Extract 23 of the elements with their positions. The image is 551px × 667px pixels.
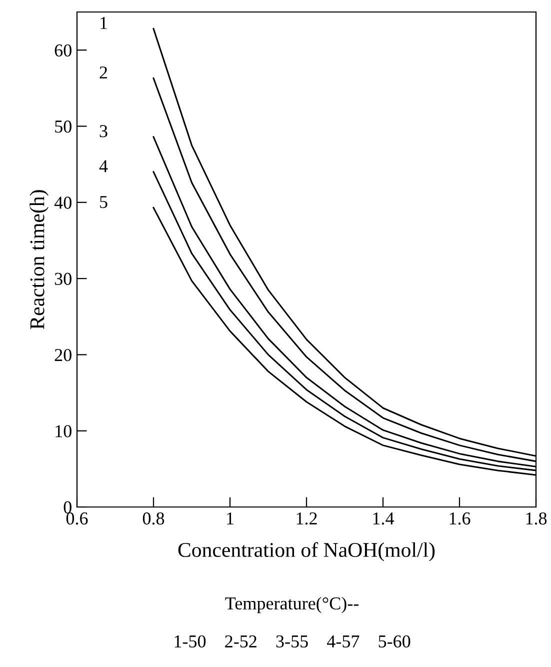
text: 1-50 2-52 3-55 4-57 5-60	[174, 635, 410, 648]
text: 2	[100, 66, 108, 78]
y-tick-label: 20	[54, 348, 72, 362]
x-tick-label: 1.2	[296, 512, 317, 525]
x-tick-label: 1.6	[450, 512, 470, 525]
y-tick-label: 30	[54, 272, 72, 285]
y-tick-label: 10	[56, 425, 72, 438]
text: 3	[100, 125, 108, 138]
y-tick-label: 40	[54, 196, 72, 209]
x-tick-label: 0.6	[66, 512, 88, 525]
y-tick-label: 60	[54, 44, 72, 57]
y-tick-label: 0	[64, 501, 72, 514]
x-tick-label: 0.8	[142, 512, 164, 525]
y-axis-title: Reaction time(h)	[30, 190, 49, 330]
x-tick-label: 1.4	[373, 512, 394, 525]
text: 1	[100, 17, 107, 29]
text: 5	[100, 196, 108, 208]
x-tick-label: 1	[227, 512, 234, 524]
y-tick-label: 50	[55, 120, 72, 133]
x-axis-title: Concentration of NaOH(mol/l)	[178, 542, 435, 562]
text: 4	[99, 160, 108, 172]
x-tick-label: 1.8	[526, 512, 547, 525]
text: Temperature(°C)--	[225, 596, 359, 614]
